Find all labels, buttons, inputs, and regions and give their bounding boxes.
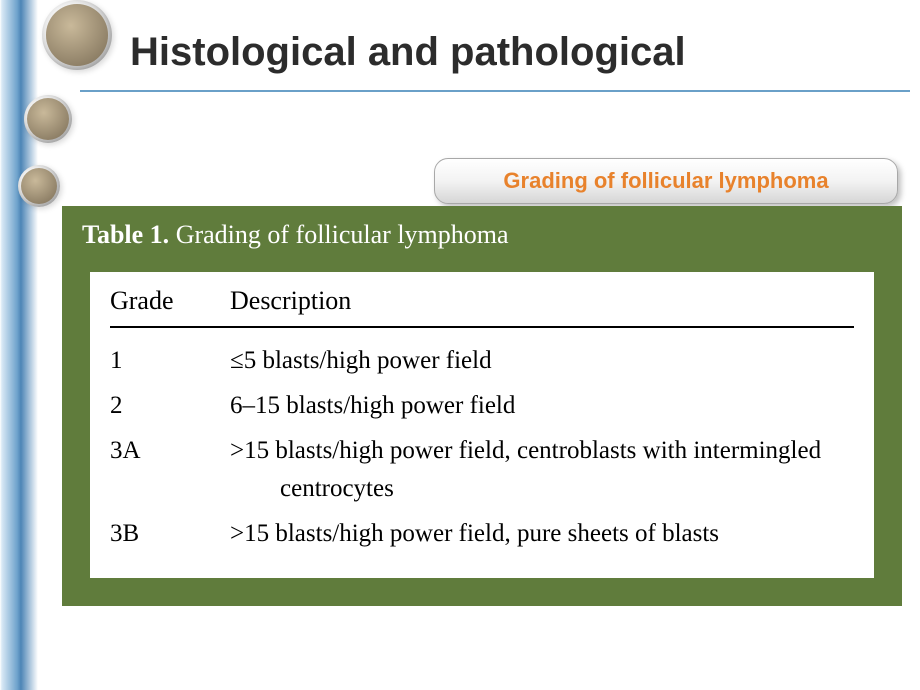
table-caption-lead: Table 1. [82, 220, 169, 249]
table-row: 1 ≤5 blasts/high power field [110, 342, 854, 381]
cell-grade: 2 [110, 387, 230, 426]
title-underline [80, 90, 910, 92]
cell-description-line1: >15 blasts/high power field, centroblast… [230, 437, 821, 464]
cell-grade: 3B [110, 515, 230, 554]
table-container: Table 1. Grading of follicular lymphoma … [62, 206, 902, 606]
slide-title: Histological and pathological [130, 30, 686, 75]
callout-pill: Grading of follicular lymphoma [434, 158, 898, 204]
table-caption: Table 1. Grading of follicular lymphoma [62, 206, 902, 272]
cell-description: >15 blasts/high power field, pure sheets… [230, 515, 854, 554]
table-body: Grade Description 1 ≤5 blasts/high power… [90, 272, 874, 578]
table-row: 3A >15 blasts/high power field, centrobl… [110, 432, 854, 510]
table-row: 2 6–15 blasts/high power field [110, 387, 854, 426]
decorative-circle-2 [24, 95, 72, 143]
cell-grade: 1 [110, 342, 230, 381]
cell-description-line2: centrocytes [230, 470, 854, 509]
cell-description: 6–15 blasts/high power field [230, 387, 854, 426]
table-header-row: Grade Description [110, 286, 854, 328]
table-caption-rest: Grading of follicular lymphoma [169, 220, 508, 249]
decorative-circle-1 [42, 0, 112, 70]
callout-pill-label: Grading of follicular lymphoma [503, 168, 828, 194]
decorative-circle-3 [18, 165, 60, 207]
cell-description: ≤5 blasts/high power field [230, 342, 854, 381]
col-header-grade: Grade [110, 286, 230, 316]
table-row: 3B >15 blasts/high power field, pure she… [110, 515, 854, 554]
cell-grade: 3A [110, 432, 230, 510]
cell-description: >15 blasts/high power field, centroblast… [230, 432, 854, 510]
col-header-description: Description [230, 286, 854, 316]
